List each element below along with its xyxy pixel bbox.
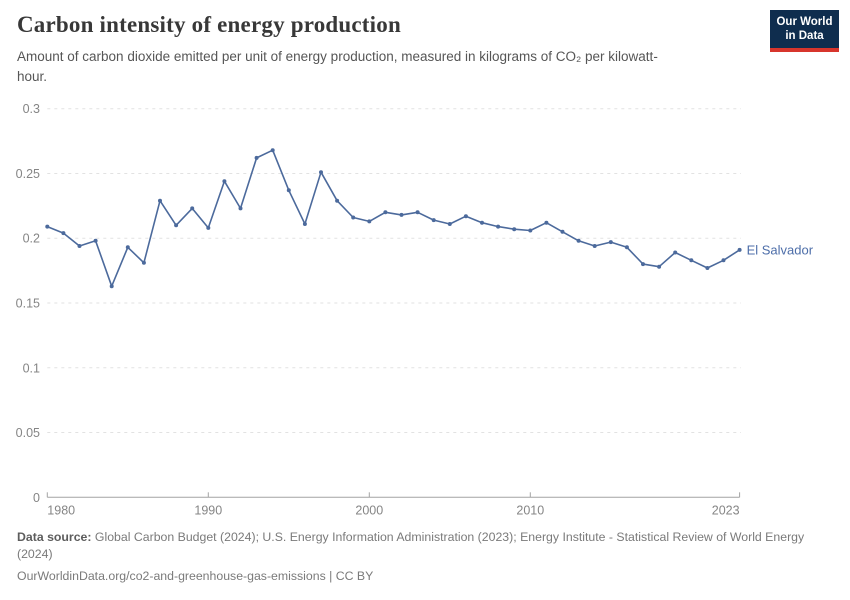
chart-header: Carbon intensity of energy production Am… [17,12,757,86]
x-tick-label: 1990 [194,503,222,517]
owid-logo-box: Our World in Data [770,10,839,48]
data-point[interactable] [158,198,162,203]
chart-subtitle: Amount of carbon dioxide emitted per uni… [17,49,658,84]
x-tick-label: 2000 [355,503,383,517]
data-point[interactable] [560,229,565,234]
owid-logo-line1: Our World [776,15,833,28]
x-tick-label: 2010 [516,503,544,517]
data-point[interactable] [496,224,501,229]
data-point[interactable] [351,215,356,220]
data-point[interactable] [302,222,307,226]
owid-url-line[interactable]: OurWorldinData.org/co2-and-greenhouse-ga… [17,569,374,584]
y-tick-label: 0.1 [23,361,40,375]
data-point[interactable] [673,250,678,255]
data-source-text: Global Carbon Budget (2024); U.S. Energy… [17,530,805,562]
data-point[interactable] [431,218,436,223]
data-point[interactable] [721,258,726,263]
data-point[interactable] [174,223,179,228]
series-label[interactable]: El Salvador [747,242,814,257]
data-point[interactable] [45,224,50,229]
data-point[interactable] [592,244,597,248]
data-point[interactable] [109,284,114,289]
data-point[interactable] [190,206,195,211]
data-point[interactable] [77,244,82,248]
series-line[interactable] [46,149,741,288]
data-point[interactable] [447,222,452,226]
data-point[interactable] [576,238,581,243]
data-point[interactable] [512,227,517,232]
data-point[interactable] [480,220,484,225]
x-tick-label: 2023 [712,503,740,517]
data-point[interactable] [222,179,227,184]
data-point[interactable] [737,247,742,252]
data-point[interactable] [544,220,549,225]
data-point[interactable] [254,155,259,160]
data-source-line: Data source: Global Carbon Budget (2024)… [17,529,817,563]
data-point[interactable] [689,258,694,263]
data-point[interactable] [608,240,613,245]
data-point[interactable] [206,225,211,230]
y-tick-label: 0.3 [23,102,40,116]
data-point[interactable] [367,219,372,224]
y-tick-label: 0.15 [16,297,40,311]
data-point[interactable] [641,262,645,267]
data-point[interactable] [125,245,130,250]
y-tick-label: 0.05 [16,426,40,440]
data-point[interactable] [319,170,323,175]
data-point[interactable] [415,210,420,215]
y-tick-label: 0 [33,491,40,505]
data-point[interactable] [624,245,629,250]
data-point[interactable] [383,210,388,215]
data-point[interactable] [238,206,243,211]
chart-footer: Data source: Global Carbon Budget (2024)… [17,529,817,586]
x-tick-label: 1980 [47,503,75,517]
data-point[interactable] [657,264,662,269]
data-point[interactable] [141,260,146,265]
owid-logo-stripe [770,48,839,52]
data-source-label: Data source: [17,530,92,544]
data-point[interactable] [463,214,468,219]
owid-logo-line2: in Data [785,30,824,42]
data-point[interactable] [399,212,404,217]
data-point[interactable] [335,198,340,203]
data-point[interactable] [270,148,275,153]
data-point[interactable] [705,266,710,270]
data-point[interactable] [93,238,98,243]
data-point[interactable] [528,228,533,233]
data-point[interactable] [61,231,66,236]
y-tick-label: 0.25 [16,167,40,181]
owid-logo[interactable]: Our World in Data [770,10,839,52]
data-point[interactable] [286,188,291,193]
chart-title: Carbon intensity of energy production [17,12,401,37]
y-tick-label: 0.2 [23,232,40,246]
